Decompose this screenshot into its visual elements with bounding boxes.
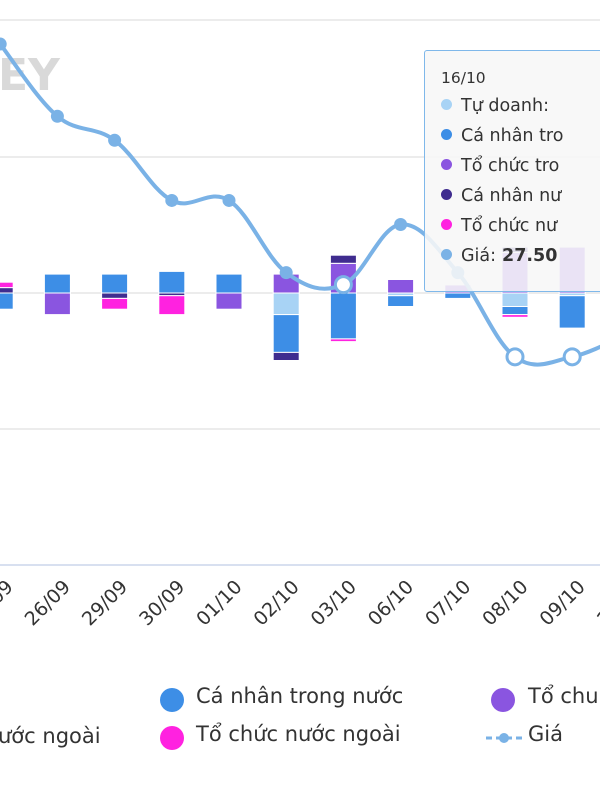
price-point[interactable] [108, 133, 122, 147]
price-point-inner [339, 280, 348, 289]
tooltip-row: Giá: 27.50 [441, 241, 600, 271]
x-tick-label: 10/10 [593, 576, 600, 630]
x-tick-label: 06/10 [364, 576, 418, 630]
price-point[interactable] [222, 193, 236, 207]
tooltip-series-label: Giá: [461, 246, 497, 266]
x-tick-label: 09/10 [535, 576, 589, 630]
tooltip-series-dot [441, 98, 452, 110]
bar-segment[interactable] [101, 273, 129, 294]
x-tick-labels: 25/09 26/09 29/09 30/09 01/10 02/10 03/10 06/10… [0, 576, 600, 630]
bar-segment[interactable] [158, 295, 186, 316]
bar-segment[interactable] [387, 279, 415, 294]
flow-bars [0, 246, 586, 361]
bar-segment[interactable] [501, 292, 529, 307]
x-tick-label: 26/09 [21, 576, 75, 630]
x-tick-label: 01/10 [192, 576, 246, 630]
tooltip-series-label: Cá nhân tro [461, 126, 564, 146]
legend-line-marker [486, 733, 522, 743]
legend-item[interactable]: ước ngoài [0, 724, 101, 748]
bar-segment[interactable] [0, 292, 14, 310]
x-tick-label: 07/10 [421, 576, 475, 630]
price-line-group [0, 37, 600, 367]
bar-segment[interactable] [215, 292, 243, 310]
x-tick-label: 25/09 [0, 576, 18, 630]
bar-segment[interactable] [387, 295, 415, 308]
tooltip-series-dot [441, 128, 452, 140]
x-tick-label: 30/09 [135, 576, 189, 630]
tooltip-price-value: 27.50 [502, 246, 558, 266]
tooltip-series-label: Tổ chức tro [461, 156, 560, 176]
tooltip-row: Tự doanh: [441, 91, 600, 121]
tooltip-series-label: Tổ chức nư [461, 216, 558, 236]
bar-segment[interactable] [215, 273, 243, 294]
tooltip-row: Cá nhân tro [441, 121, 600, 151]
x-tick-label: 08/10 [478, 576, 532, 630]
bar-segment[interactable] [329, 338, 357, 343]
bar-segment[interactable] [43, 292, 71, 316]
legend-marker [160, 688, 184, 712]
bar-segment[interactable] [0, 287, 14, 294]
price-point[interactable] [50, 109, 64, 123]
legend-item[interactable]: Giá [528, 722, 563, 746]
bar-segment[interactable] [101, 297, 129, 310]
tooltip-rows: Tự doanh: Cá nhân tro Tổ chức tro Cá nhân n… [441, 91, 600, 271]
bar-segment[interactable] [329, 292, 357, 340]
bar-segment[interactable] [444, 292, 472, 299]
tooltip-series-label: Tự doanh: [461, 96, 549, 116]
tooltip-row: Cá nhân nư [441, 181, 600, 211]
tooltip-row: Tổ chức tro [441, 151, 600, 181]
bar-segment[interactable] [501, 314, 529, 318]
legend-marker [160, 726, 184, 750]
price-point[interactable] [165, 193, 179, 207]
bar-segment[interactable] [272, 314, 300, 353]
tooltip-series-dot [441, 158, 452, 170]
legend-item[interactable]: Tổ chu [528, 684, 599, 708]
bar-segment[interactable] [158, 270, 186, 294]
price-point-inner [511, 352, 519, 361]
chart-tooltip: 16/10 Tự doanh: Cá nhân tro Tổ chức tro Cá … [424, 50, 600, 292]
bar-segment[interactable] [43, 273, 71, 294]
price-point[interactable] [394, 218, 408, 231]
bar-segment[interactable] [272, 292, 300, 316]
bar-segment[interactable] [101, 292, 129, 299]
x-tick-label: 02/10 [249, 576, 303, 630]
tooltip-series-dot [441, 248, 452, 260]
bar-segment[interactable] [501, 306, 529, 316]
bar-segment[interactable] [272, 351, 300, 361]
tooltip-series-label: Cá nhân nư [461, 186, 562, 206]
price-point-inner [568, 352, 577, 361]
tooltip-row: Tổ chức nư [441, 211, 600, 241]
x-tick-label: 29/09 [78, 576, 132, 630]
price-point[interactable] [0, 37, 7, 51]
legend-item[interactable]: Cá nhân trong nước [196, 684, 404, 708]
legend-marker [491, 688, 515, 712]
tooltip-series-dot [441, 188, 452, 200]
legend-item[interactable]: Tổ chức nước ngoài [196, 722, 401, 746]
bar-segment[interactable] [558, 295, 586, 329]
bar-segment[interactable] [329, 254, 357, 264]
price-point[interactable] [279, 266, 293, 280]
x-tick-label: 03/10 [307, 576, 361, 630]
tooltip-series-dot [441, 218, 452, 230]
tooltip-date: 16/10 [441, 69, 486, 87]
bar-segment[interactable] [0, 281, 14, 289]
